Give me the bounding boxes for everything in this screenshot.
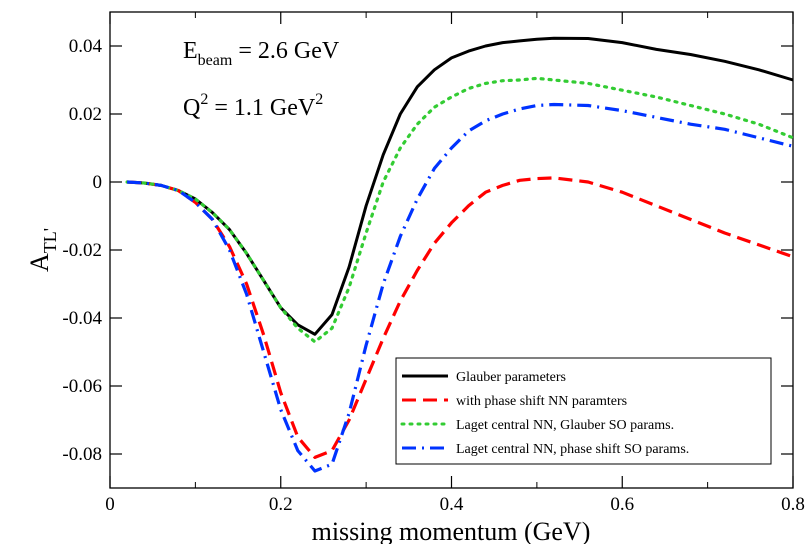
y-tick-label: -0.04 [62,308,102,329]
tick-labels: 0 0.2 0.4 0.6 0.8 0.04 0.02 0 -0.02 -0.04 -0.06 -0.… [62,36,804,515]
beam-energy-annotation: Ebeam = 2.6 GeV [183,38,340,69]
q2-annotation: Q2 = 1.1 GeV2 [183,91,323,121]
tick-marks [109,12,794,488]
x-tick-label: 0.8 [781,494,805,515]
y-tick-label: -0.08 [62,444,102,465]
series-line-1 [127,36,794,336]
legend: Glauber parameters with phase shift NN pa… [395,357,772,465]
x-tick-label: 0.4 [440,494,464,515]
y-tick-label: -0.06 [62,376,102,397]
y-tick-label: 0.04 [69,36,103,57]
legend-label-4: Laget central NN, phase shift SO params. [456,442,689,457]
x-tick-label: 0.2 [269,494,293,515]
y-axis-title: ATL' [25,228,60,272]
y-tick-label: 0 [93,172,103,193]
y-tick-label: -0.02 [62,240,102,261]
legend-label-1: Glauber parameters [456,370,566,385]
y-tick-label: 0.02 [69,104,102,125]
series-line-3 [125,76,795,344]
series-line-4 [127,102,794,473]
legend-box [395,357,772,465]
legend-items: Glauber parameters with phase shift NN pa… [400,370,689,457]
legend-label-2: with phase shift NN paramters [456,394,627,409]
x-tick-label: 0.6 [610,494,634,515]
x-tick-label: 0 [105,494,115,515]
series-line-2 [127,176,794,459]
x-axis-title: missing momentum (GeV) [312,517,591,544]
series-lines [125,36,795,473]
legend-label-3: Laget central NN, Glauber SO params. [456,418,674,433]
